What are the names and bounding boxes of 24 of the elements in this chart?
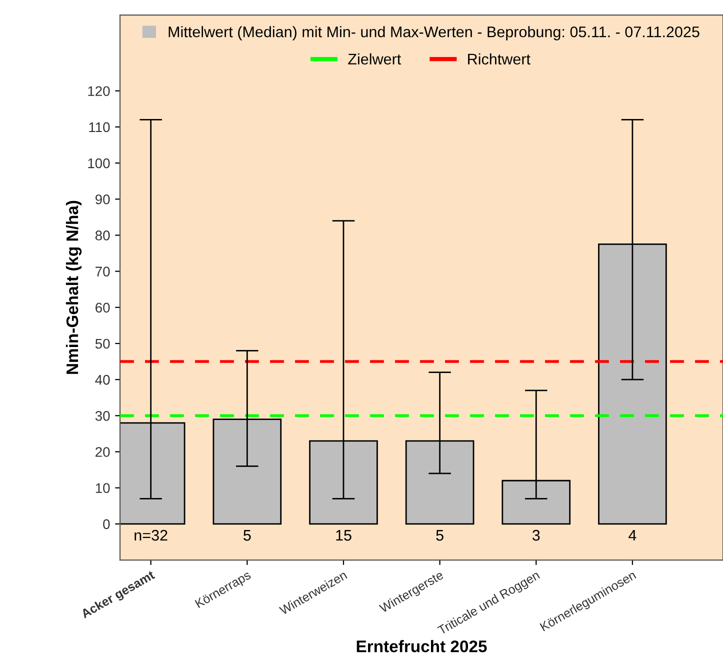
y-axis-title: Nmin-Gehalt (kg N/ha) (66, 200, 82, 374)
y-tick-label: 50 (95, 338, 110, 349)
annotation: n=32 (134, 530, 168, 541)
legend-label: Mittelwert (Median) mit Min- und Max-Werten - Beprobung: 05.11. - 07.11.2025 (168, 26, 700, 40)
y-tick-label: 70 (96, 266, 110, 276)
annotation: 5 (436, 530, 444, 541)
y-tick-label: 40 (95, 374, 110, 385)
annotation: 5 (244, 530, 251, 541)
annotation: 15 (336, 530, 352, 541)
y-tick-label: 120 (88, 86, 110, 96)
y-tick-label: 100 (88, 158, 110, 168)
y-tick-label: 0 (103, 519, 110, 530)
y-tick-label: 10 (96, 483, 110, 494)
y-tick-label: 60 (96, 302, 110, 313)
x-axis-title: Erntefrucht 2025 (356, 640, 487, 652)
legend-label: Zielwert (348, 53, 402, 65)
y-tick-label: 80 (95, 230, 110, 240)
annotation: 3 (532, 530, 540, 541)
legend-label: Richtwert (468, 53, 530, 65)
y-tick-label: 20 (96, 447, 110, 457)
y-tick-label: 90 (96, 194, 110, 204)
y-tick-label: 110 (89, 122, 110, 132)
y-tick-label: 30 (95, 411, 110, 421)
annotation: 4 (628, 530, 636, 541)
